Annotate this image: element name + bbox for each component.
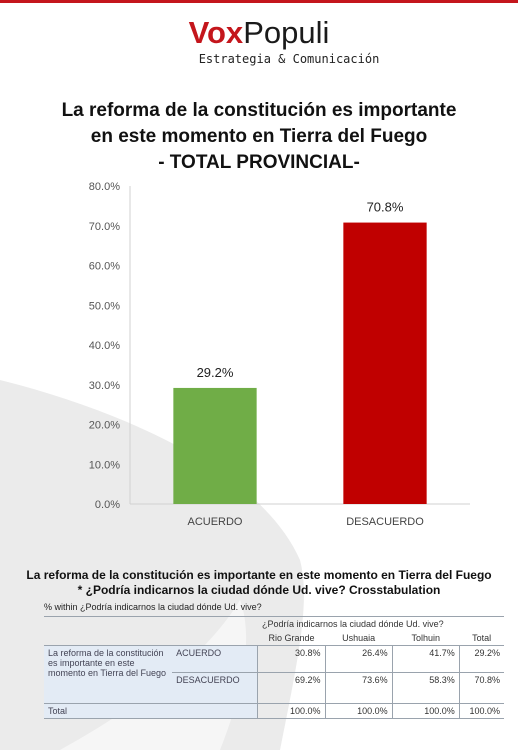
cell-acuerdo-ushuaia: 26.4% (324, 645, 393, 673)
logo-tagline: Estrategia & Comunicación (198, 52, 380, 66)
table-row-desacuerdo: DESACUERDO 69.2% 73.6% 58.3% 70.8% (44, 672, 504, 704)
row-label-desacuerdo: DESACUERDO (172, 672, 258, 704)
table-column-header-row: Rio Grande Ushuaia Tolhuin Total (44, 631, 504, 646)
cell-acuerdo-total: 29.2% (458, 645, 504, 673)
row-label-total: Total (44, 703, 258, 719)
cell-total-rio-grande: 100.0% (257, 703, 326, 719)
x-tick-label: ACUERDO (187, 516, 242, 528)
chart-title: La reforma de la constitución es importa… (0, 98, 518, 176)
cell-desacuerdo-ushuaia: 73.6% (324, 672, 393, 704)
row-label-acuerdo: ACUERDO (172, 645, 258, 673)
y-tick-label: 70.0% (89, 221, 120, 233)
cell-desacuerdo-total: 70.8% (458, 672, 504, 704)
logo: VoxPopuli Estrategia & Comunicación (0, 16, 518, 67)
y-tick-label: 40.0% (89, 340, 120, 352)
chart-title-line-3: - TOTAL PROVINCIAL- (158, 152, 360, 173)
cell-total-total: 100.0% (458, 703, 504, 719)
y-tick-label: 50.0% (89, 300, 120, 312)
y-tick-label: 30.0% (89, 380, 120, 392)
cell-acuerdo-rio-grande: 30.8% (257, 645, 326, 673)
y-tick-label: 80.0% (89, 181, 120, 193)
cell-total-ushuaia: 100.0% (324, 703, 393, 719)
x-tick-label: DESACUERDO (346, 516, 424, 528)
logo-vox: Vox (188, 15, 244, 50)
table-note: % within ¿Podría indicarnos la ciudad dó… (44, 602, 262, 612)
bar-chart: 0.0% 10.0% 20.0% 30.0% 40.0% 50.0% 60.0% 70.0% 8… (89, 181, 470, 528)
row-group-label: La reforma de la constitución es importa… (44, 645, 173, 704)
chart-title-line-1: La reforma de la constitución es importa… (61, 100, 457, 121)
logo-populi: Populi (243, 15, 330, 50)
logo-wordmark: VoxPopuli (0, 16, 518, 50)
y-tick-label: 10.0% (89, 459, 120, 471)
col-header-total: Total (472, 633, 492, 643)
chart-title-line-2: en este momento en Tierra del Fuego (90, 126, 428, 147)
table-group-header-row: ¿Podría indicarnos la ciudad dónde Ud. v… (44, 616, 504, 631)
data-label: 29.2% (197, 365, 234, 380)
table-title-line-1: La reforma de la constitución es importa… (26, 568, 492, 582)
col-header-ushuaia: Ushuaia (342, 633, 376, 643)
col-header-tolhuin: Tolhuin (411, 633, 440, 643)
cell-acuerdo-tolhuin: 41.7% (391, 645, 460, 673)
cell-desacuerdo-rio-grande: 69.2% (257, 672, 326, 704)
cell-desacuerdo-tolhuin: 58.3% (391, 672, 460, 704)
bar-desacuerdo (343, 222, 427, 504)
cell-total-tolhuin: 100.0% (391, 703, 460, 719)
table-row-total: Total 100.0% 100.0% 100.0% 100.0% (44, 703, 504, 719)
y-tick-label: 0.0% (95, 499, 120, 511)
col-header-rio-grande: Rio Grande (268, 633, 315, 643)
bar-acuerdo (173, 387, 257, 504)
table-group-header: ¿Podría indicarnos la ciudad dónde Ud. v… (257, 616, 460, 631)
table-row-acuerdo: La reforma de la constitución es importa… (44, 645, 504, 704)
table-title-line-2: * ¿Podría indicarnos la ciudad dónde Ud.… (77, 583, 441, 597)
table-title: La reforma de la constitución es importa… (0, 568, 518, 598)
y-tick-label: 60.0% (89, 261, 120, 273)
crosstab-table: ¿Podría indicarnos la ciudad dónde Ud. v… (44, 616, 504, 719)
data-label: 70.8% (367, 200, 404, 215)
y-tick-label: 20.0% (89, 420, 120, 432)
top-accent-line (0, 0, 518, 3)
